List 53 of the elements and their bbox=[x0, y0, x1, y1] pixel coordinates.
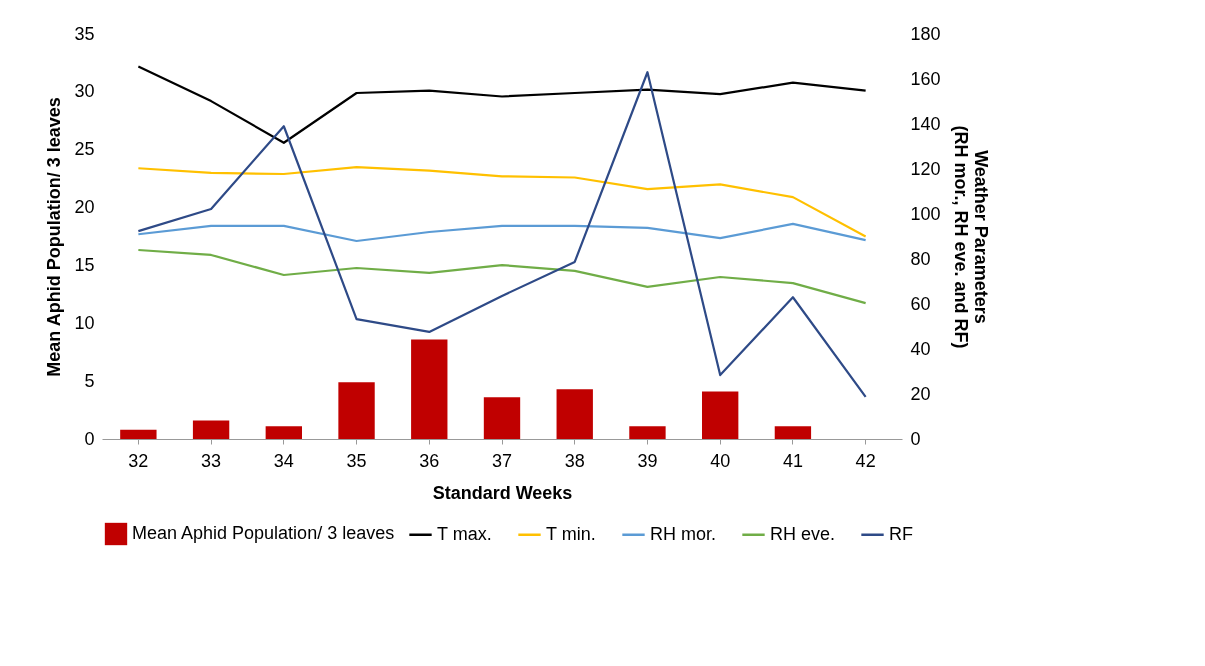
x-tick-label: 39 bbox=[637, 450, 658, 471]
y2-tick-label: 40 bbox=[910, 338, 931, 359]
x-tick-label: 33 bbox=[201, 450, 222, 471]
y-tick-label: 5 bbox=[84, 370, 95, 391]
y-tick-label: 30 bbox=[74, 81, 95, 102]
bar bbox=[702, 391, 739, 439]
x-tick-label: 40 bbox=[710, 450, 731, 471]
line-series bbox=[137, 222, 867, 243]
bar bbox=[120, 429, 157, 439]
x-tick-label: 41 bbox=[782, 450, 803, 471]
x-tick-label: 37 bbox=[491, 450, 513, 471]
line-series bbox=[137, 248, 867, 305]
legend-label: RH mor. bbox=[650, 523, 717, 544]
legend-label: T max. bbox=[437, 523, 492, 544]
y2-tick-label: 100 bbox=[910, 203, 941, 224]
x-tick-label: 38 bbox=[564, 450, 585, 471]
line-series bbox=[137, 65, 867, 144]
y2-tick-label: 0 bbox=[910, 428, 921, 449]
y-tick-label: 0 bbox=[84, 428, 95, 449]
x-tick-label: 42 bbox=[855, 450, 876, 471]
y2-tick-label: 160 bbox=[910, 68, 941, 89]
bar bbox=[192, 420, 230, 439]
line-series bbox=[137, 71, 867, 399]
x-axis-title: Standard Weeks bbox=[432, 482, 573, 503]
x-tick-label: 36 bbox=[419, 450, 440, 471]
bar bbox=[629, 426, 666, 439]
y2-tick-label: 80 bbox=[910, 248, 931, 269]
legend-label: Mean Aphid Population/ 3 leaves bbox=[132, 523, 395, 543]
y2-tick-label: 140 bbox=[910, 113, 941, 134]
bar bbox=[774, 426, 812, 439]
y2-tick-label: 60 bbox=[910, 293, 931, 314]
bar bbox=[338, 382, 375, 439]
y-axis-title: Mean Aphid Population/ 3 leaves bbox=[44, 97, 65, 377]
y2-tick-label: 180 bbox=[910, 23, 941, 44]
y2-axis-title: Weather Parameters (RH mor., RH eve. and RF) bbox=[950, 125, 991, 349]
bar bbox=[556, 389, 593, 439]
bar bbox=[265, 426, 302, 439]
y-tick-label: 15 bbox=[74, 254, 95, 275]
y-tick-label: 20 bbox=[74, 197, 95, 218]
line-series bbox=[137, 165, 867, 238]
bar bbox=[483, 397, 521, 439]
x-tick-label: 34 bbox=[273, 450, 294, 471]
legend-label: RH eve. bbox=[770, 523, 836, 544]
y2-tick-label: 120 bbox=[910, 158, 941, 179]
y2-tick-label: 20 bbox=[910, 383, 931, 404]
y-tick-label: 25 bbox=[74, 139, 95, 160]
legend-label: RF bbox=[889, 523, 913, 544]
legend-label: T min. bbox=[546, 523, 596, 544]
y-tick-label: 10 bbox=[74, 312, 95, 333]
bar bbox=[411, 339, 448, 439]
y-tick-label: 35 bbox=[74, 23, 95, 44]
x-tick-label: 35 bbox=[346, 450, 367, 471]
x-tick-label: 32 bbox=[128, 450, 149, 471]
